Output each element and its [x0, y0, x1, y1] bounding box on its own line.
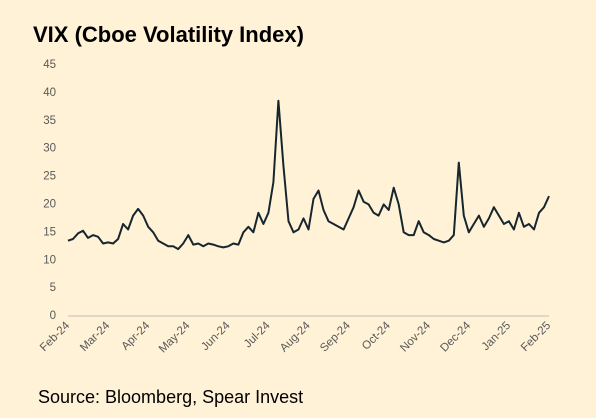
y-tick-label: 0: [50, 310, 56, 322]
chart-title: VIX (Cboe Volatility Index): [33, 22, 304, 47]
x-tick-label: Jul-24: [242, 319, 273, 350]
y-tick-label: 45: [43, 59, 56, 71]
y-tick-label: 15: [43, 226, 56, 238]
x-tick-label: Dec-24: [438, 319, 473, 354]
x-tick-label: Aug-24: [278, 319, 313, 354]
x-tick-label: Nov-24: [398, 319, 433, 354]
x-tick-label: May-24: [157, 319, 193, 355]
x-tick-label: Sep-24: [318, 319, 353, 354]
y-tick-label: 25: [43, 171, 56, 183]
x-tick-label: Oct-24: [360, 319, 393, 352]
y-tick-label: 20: [43, 198, 56, 210]
source-note: Source: Bloomberg, Spear Invest: [38, 387, 303, 407]
x-tick-label: Feb-24: [38, 319, 73, 354]
y-tick-label: 40: [43, 87, 56, 99]
x-tick-label: Feb-25: [519, 320, 553, 354]
y-tick-label: 10: [43, 254, 56, 266]
y-tick-label: 35: [43, 115, 56, 127]
series-line: [67, 99, 550, 251]
x-tick-label: Jun-24: [199, 319, 233, 353]
x-tick-label: Apr-24: [120, 319, 153, 352]
y-tick-label: 5: [50, 282, 56, 294]
y-tick-label: 30: [43, 143, 56, 155]
x-tick-label: Mar-24: [78, 319, 113, 354]
x-tick-label: Jan-25: [480, 320, 513, 353]
